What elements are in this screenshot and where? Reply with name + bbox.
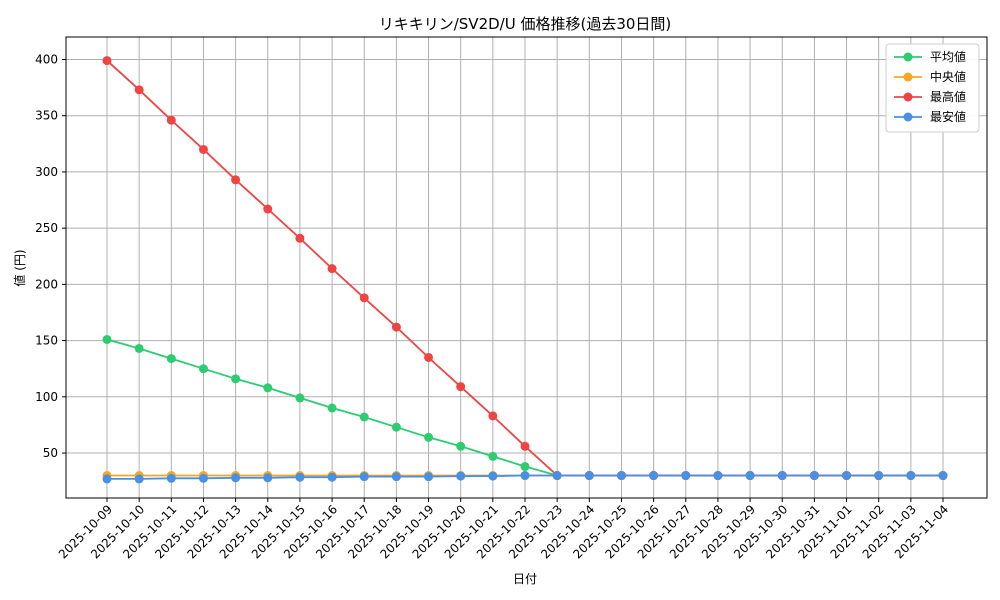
data-point	[424, 472, 434, 482]
data-point	[327, 264, 337, 274]
y-axis: 50 100 150 200 250 300 350 400	[35, 52, 66, 460]
data-point	[102, 334, 112, 344]
data-point	[263, 473, 273, 483]
data-point	[102, 56, 112, 66]
legend-marker	[903, 52, 913, 62]
y-tick-label: 400	[35, 52, 58, 66]
data-point	[777, 471, 787, 481]
data-point	[616, 471, 626, 481]
legend-marker	[903, 92, 913, 102]
data-point	[424, 432, 434, 442]
data-point	[166, 473, 176, 483]
data-point	[359, 293, 369, 303]
data-point	[295, 472, 305, 482]
y-tick-label: 350	[35, 109, 58, 123]
grid	[66, 37, 987, 498]
data-point	[488, 451, 498, 461]
data-point	[552, 471, 562, 481]
data-point	[874, 471, 884, 481]
y-axis-label: 値 (円)	[12, 249, 27, 286]
data-point	[263, 383, 273, 393]
data-point	[198, 144, 208, 154]
data-point	[391, 422, 401, 432]
data-point	[391, 472, 401, 482]
data-point	[842, 471, 852, 481]
data-point	[166, 354, 176, 364]
legend-marker	[903, 112, 913, 122]
plot-area	[65, 36, 988, 499]
y-tick-label: 50	[43, 446, 58, 460]
data-point	[391, 322, 401, 332]
data-point	[809, 471, 819, 481]
data-point	[649, 471, 659, 481]
data-point	[134, 85, 144, 95]
chart-title: リキキリン/SV2D/U 価格推移(過去30日間)	[379, 15, 672, 33]
data-point	[906, 471, 916, 481]
legend-label: 平均値	[930, 49, 966, 64]
data-point	[327, 472, 337, 482]
legend-marker	[903, 72, 913, 82]
data-point	[745, 471, 755, 481]
data-point	[295, 233, 305, 243]
data-point	[134, 474, 144, 484]
x-axis: 2025-10-092025-10-102025-10-112025-10-12…	[56, 498, 951, 561]
data-point	[295, 393, 305, 403]
data-point	[584, 471, 594, 481]
data-point	[456, 441, 466, 451]
data-point	[681, 471, 691, 481]
data-point	[102, 474, 112, 484]
data-point	[231, 374, 241, 384]
data-point	[198, 364, 208, 374]
data-point	[231, 473, 241, 483]
legend-box	[885, 43, 980, 133]
data-point	[938, 471, 948, 481]
data-point	[456, 382, 466, 392]
data-point	[134, 343, 144, 353]
y-tick-label: 250	[35, 221, 58, 235]
y-tick-label: 150	[35, 334, 58, 348]
data-point	[520, 471, 530, 481]
data-point	[231, 175, 241, 185]
data-point	[424, 352, 434, 362]
data-point	[520, 441, 530, 451]
data-point	[488, 471, 498, 481]
data-point	[359, 472, 369, 482]
data-point	[359, 412, 369, 422]
data-point	[488, 411, 498, 421]
data-point	[198, 473, 208, 483]
data-point	[263, 204, 273, 214]
legend-label: 最高値	[930, 89, 966, 104]
y-tick-label: 100	[35, 390, 58, 404]
data-point	[520, 462, 530, 472]
legend-label: 最安値	[930, 109, 966, 124]
y-tick-label: 300	[35, 165, 58, 179]
data-point	[713, 471, 723, 481]
data-point	[327, 403, 337, 413]
y-tick-label: 200	[35, 277, 58, 291]
x-axis-label: 日付	[513, 572, 537, 586]
series-points	[102, 56, 948, 484]
legend-label: 中央値	[930, 69, 966, 84]
data-point	[166, 115, 176, 125]
data-point	[456, 471, 466, 481]
